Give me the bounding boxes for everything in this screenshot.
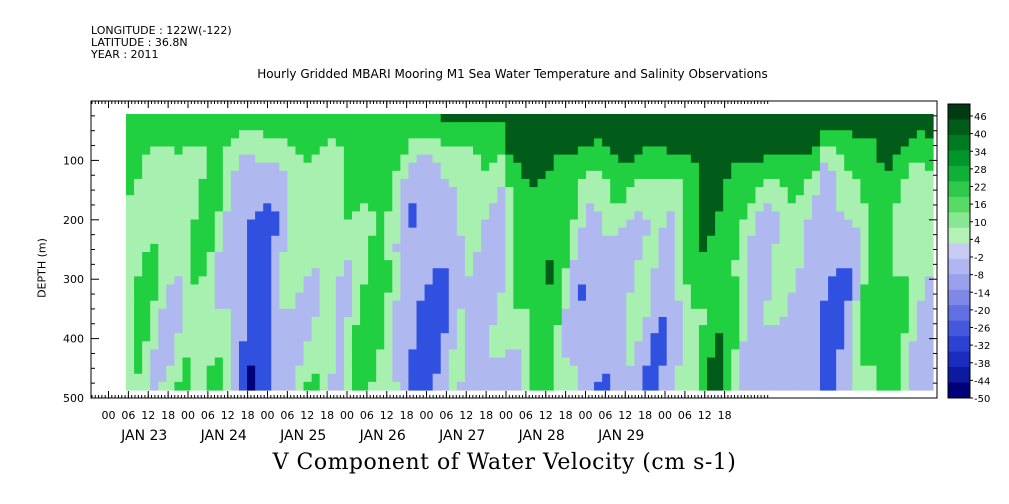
x-hour-tick-label: 12: [618, 409, 632, 422]
colorbar-frame: [947, 103, 971, 399]
colorbar-swatch: [948, 320, 970, 337]
latitude-label: LATITUDE : 36.8N: [91, 36, 188, 49]
x-hour-tick-label: 12: [141, 409, 155, 422]
colorbar-swatch: [948, 181, 970, 198]
y-axis-label: DEPTH (m): [35, 238, 49, 298]
colorbar-swatch: [948, 367, 970, 384]
y-tick-label: 300: [63, 273, 84, 286]
colorbar-swatch: [948, 150, 970, 167]
colorbar-swatch: [948, 336, 970, 353]
x-hour-tick-label: 12: [459, 409, 473, 422]
colorbar-swatch: [948, 289, 970, 306]
x-hour-tick-label: 12: [221, 409, 235, 422]
x-hour-tick-label: 00: [420, 409, 434, 422]
x-hour-tick-label: 18: [718, 409, 732, 422]
colorbar-label: 40: [974, 130, 987, 141]
colorbar-swatch: [948, 351, 970, 368]
colorbar-label: 22: [974, 183, 987, 194]
colorbar-label: -26: [974, 324, 990, 335]
x-day-label: JAN 23: [120, 428, 167, 444]
x-hour-tick-label: 00: [181, 409, 195, 422]
colorbar-label: 16: [974, 200, 987, 211]
longitude-label: LONGITUDE : 122W(-122): [91, 24, 232, 37]
x-hour-tick-label: 06: [678, 409, 692, 422]
x-day-label: JAN 24: [200, 428, 247, 444]
x-hour-tick-label: 18: [559, 409, 573, 422]
x-hour-tick-label: 00: [658, 409, 672, 422]
x-hour-tick-label: 18: [241, 409, 255, 422]
x-hour-tick-label: 06: [280, 409, 294, 422]
x-hour-tick-label: 12: [380, 409, 394, 422]
x-axis-label: V Component of Water Velocity (cm s-1): [272, 450, 737, 475]
colorbar-swatch: [948, 274, 970, 291]
colorbar-label: 46: [974, 112, 987, 123]
x-hour-tick-label: 06: [598, 409, 612, 422]
colorbar-label: -32: [974, 341, 990, 352]
x-hour-tick-label: 00: [579, 409, 593, 422]
x-hour-tick-label: 00: [261, 409, 275, 422]
colorbar-label: 10: [974, 218, 987, 229]
x-hour-tick-label: 18: [479, 409, 493, 422]
x-hour-tick-label: 18: [161, 409, 175, 422]
x-hour-tick-label: 18: [638, 409, 652, 422]
colorbar-swatch: [948, 227, 970, 244]
colorbar-label: -38: [974, 359, 990, 370]
x-day-label: JAN 29: [597, 428, 644, 444]
colorbar-label: -20: [974, 306, 990, 317]
heatmap-field: [126, 114, 934, 391]
x-day-label: JAN 26: [359, 428, 406, 444]
x-hour-tick-label: 06: [360, 409, 374, 422]
colorbar-swatch: [948, 134, 970, 151]
x-hour-tick-label: 12: [698, 409, 712, 422]
x-day-label: JAN 28: [518, 428, 565, 444]
colorbar-label: 4: [974, 235, 980, 246]
colorbar-label: 34: [974, 147, 987, 158]
y-tick-label: 500: [63, 392, 84, 405]
x-day-label: JAN 27: [438, 428, 485, 444]
colorbar-label: -14: [974, 288, 990, 299]
colorbar-swatch: [948, 258, 970, 275]
x-hour-tick-label: 12: [539, 409, 553, 422]
colorbar-swatch: [948, 196, 970, 213]
x-hour-tick-label: 06: [519, 409, 533, 422]
colorbar-swatch: [948, 165, 970, 182]
x-hour-tick-label: 00: [102, 409, 116, 422]
colorbar-swatch: [948, 382, 970, 399]
colorbar-label: -8: [974, 271, 984, 282]
colorbar-label: -44: [974, 376, 990, 387]
colorbar-swatch: [948, 243, 970, 260]
x-hour-tick-label: 06: [121, 409, 135, 422]
x-hour-tick-label: 00: [340, 409, 354, 422]
y-tick-label: 100: [63, 154, 84, 167]
x-hour-tick-label: 18: [400, 409, 414, 422]
colorbar-label: 28: [974, 165, 987, 176]
x-hour-tick-label: 00: [499, 409, 513, 422]
colorbar-swatch: [948, 104, 970, 120]
colorbar-label: -50: [974, 394, 990, 405]
colorbar-swatch: [948, 305, 970, 322]
colorbar-label: -2: [974, 253, 984, 264]
y-tick-label: 400: [63, 333, 84, 346]
colorbar-swatch: [948, 212, 970, 229]
colorbar-swatch: [948, 119, 970, 136]
chart-title: Hourly Gridded MBARI Mooring M1 Sea Wate…: [257, 67, 768, 81]
x-hour-tick-label: 12: [300, 409, 314, 422]
x-day-label: JAN 25: [279, 428, 326, 444]
x-hour-tick-label: 06: [201, 409, 215, 422]
x-hour-tick-label: 06: [439, 409, 453, 422]
x-hour-tick-label: 18: [320, 409, 334, 422]
y-tick-label: 200: [63, 214, 84, 227]
year-label: YEAR : 2011: [91, 48, 159, 61]
